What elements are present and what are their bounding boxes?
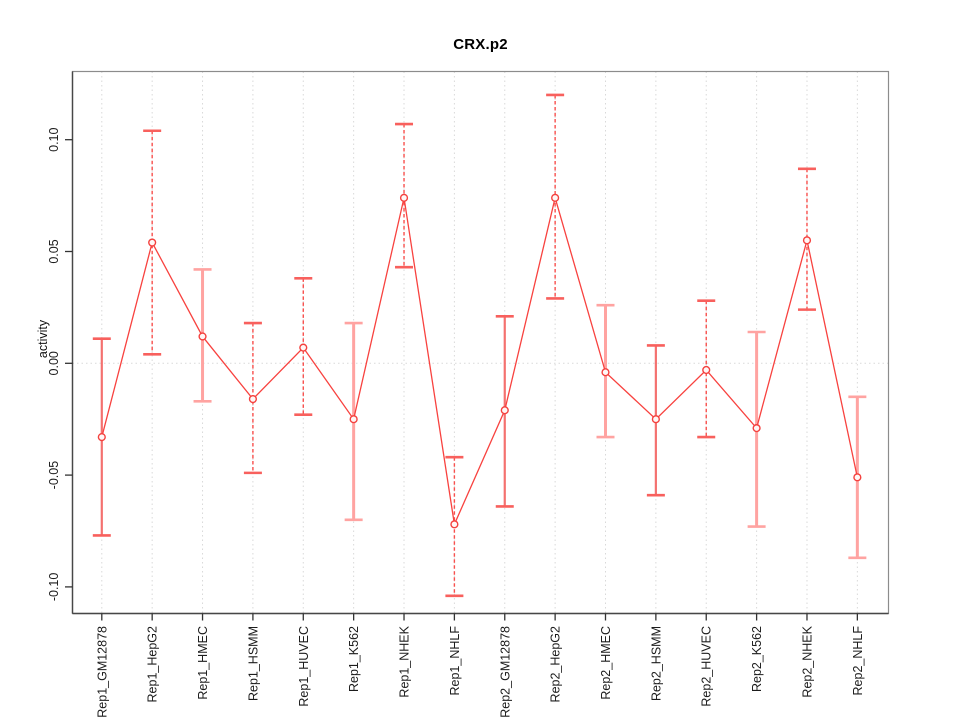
y-axis-title: activity: [36, 319, 50, 359]
x-tick-label: Rep2_K562: [750, 626, 764, 692]
data-point-marker: [97, 432, 106, 442]
data-point-marker: [702, 365, 711, 375]
chart-title: CRX.p2: [453, 36, 508, 53]
y-tick-label: 0.10: [47, 127, 61, 151]
data-point-marker: [853, 473, 862, 482]
x-tick-label: Rep1_HSMM: [246, 626, 260, 701]
plot-box: [71, 70, 890, 615]
y-tick-label: 0.00: [47, 351, 61, 375]
data-point-marker: [802, 236, 812, 245]
x-tick-label: Rep1_HepG2: [146, 626, 160, 702]
data-point-marker: [752, 424, 761, 433]
data-point-marker: [450, 520, 459, 529]
x-tick-label: Rep1_HMEC: [196, 626, 210, 700]
data-point-marker: [299, 343, 308, 352]
y-tick-label: -0.10: [47, 573, 61, 602]
data-point-marker: [349, 415, 358, 424]
data-point-marker: [248, 394, 258, 404]
x-tick-label: Rep1_K562: [347, 626, 361, 692]
x-tick-label: Rep1_NHEK: [398, 625, 412, 697]
data-point-marker: [148, 238, 157, 247]
x-tick-label: Rep1_HUVEC: [297, 626, 311, 707]
x-tick-label: Rep2_HMEC: [599, 626, 613, 700]
data-point-marker: [601, 368, 610, 377]
data-point-marker: [500, 406, 509, 415]
series-line: [101, 195, 858, 527]
x-tick-label: Rep1_GM12878: [95, 626, 109, 718]
x-tick-label: Rep2_HUVEC: [700, 626, 714, 707]
x-tick-label: Rep1_NHLF: [448, 626, 462, 696]
data-point-marker: [651, 415, 660, 424]
data-point-marker: [198, 332, 207, 341]
x-tick-label: Rep2_GM12878: [498, 626, 512, 718]
x-tick-label: Rep2_NHEK: [800, 625, 814, 697]
y-tick-label: 0.05: [47, 239, 61, 263]
data-point-marker: [551, 193, 560, 202]
x-tick-label: Rep2_HSMM: [649, 626, 663, 701]
x-tick-label: Rep2_NHLF: [851, 626, 865, 696]
data-point-marker: [399, 193, 409, 202]
x-tick-label: Rep2_HepG2: [549, 626, 563, 702]
y-tick-label: -0.05: [47, 461, 61, 490]
